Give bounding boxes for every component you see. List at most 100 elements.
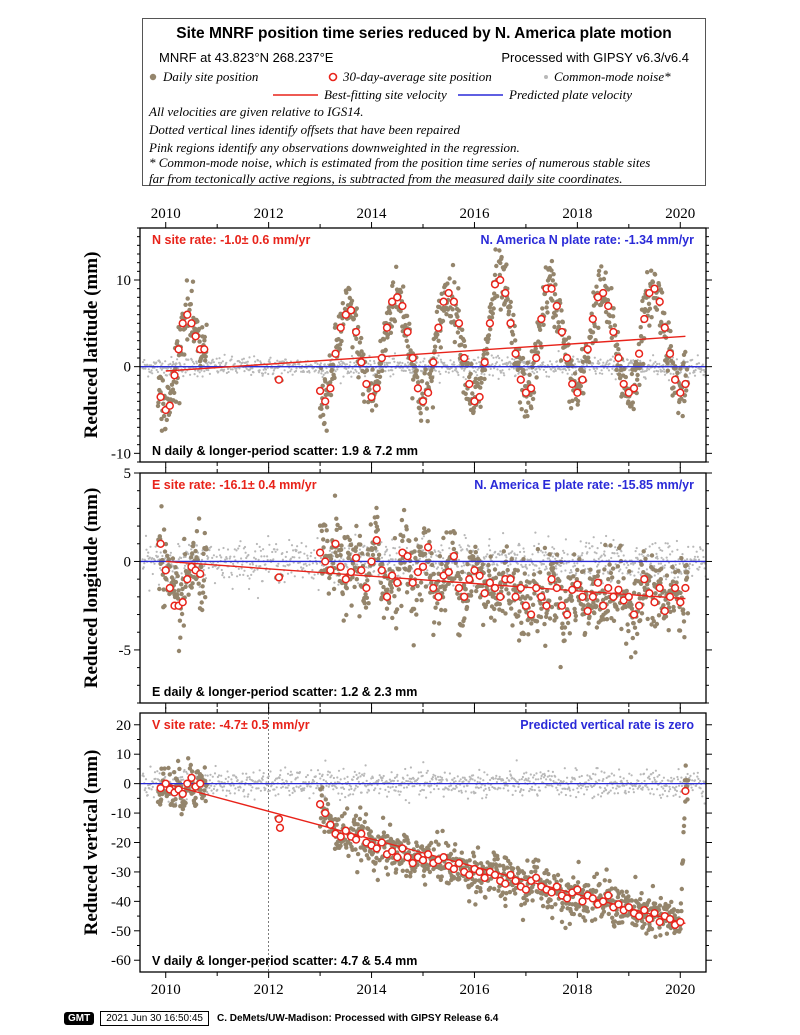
- cm-point: [340, 360, 343, 363]
- cm-point: [311, 778, 314, 782]
- cm-point: [388, 361, 391, 364]
- daily-point: [549, 604, 555, 610]
- cm-point: [281, 552, 284, 555]
- cm-point: [561, 371, 564, 374]
- daily-point: [506, 591, 511, 596]
- cm-point: [339, 778, 342, 781]
- daily-point: [359, 551, 365, 556]
- daily-point: [557, 578, 562, 584]
- daily-point: [566, 335, 572, 340]
- daily-point: [419, 598, 424, 603]
- cm-point: [686, 573, 689, 577]
- avg-point: [490, 583, 500, 593]
- cm-point: [278, 776, 281, 780]
- daily-point: [574, 577, 579, 582]
- cm-point: [570, 571, 573, 574]
- daily-point: [444, 530, 449, 535]
- cm-point: [183, 567, 186, 570]
- cm-point: [442, 795, 445, 798]
- cm-point: [275, 543, 278, 546]
- cm-point: [315, 562, 318, 565]
- cm-point: [441, 778, 444, 781]
- cm-point: [553, 547, 556, 550]
- daily-point: [651, 619, 656, 624]
- cm-point: [694, 558, 697, 561]
- cm-point: [498, 777, 501, 781]
- cm-point: [597, 557, 600, 561]
- cm-point: [212, 787, 215, 791]
- cm-point: [279, 774, 282, 777]
- avg-point: [393, 293, 402, 302]
- cm-point: [444, 364, 447, 367]
- cm-point: [252, 371, 255, 374]
- daily-point: [638, 325, 643, 330]
- daily-point: [501, 570, 506, 575]
- cm-point: [646, 367, 649, 370]
- cm-point: [275, 786, 278, 789]
- cm-point: [251, 367, 254, 370]
- cm-point: [304, 781, 307, 784]
- avg-point: [516, 583, 525, 593]
- cm-point: [153, 771, 157, 774]
- cm-point: [457, 790, 461, 793]
- cm-point: [456, 775, 459, 778]
- cm-point: [357, 582, 360, 585]
- avg-point: [619, 379, 628, 389]
- cm-point: [160, 364, 163, 367]
- cm-point: [211, 565, 214, 569]
- cm-point: [498, 357, 501, 360]
- cm-point: [237, 786, 240, 789]
- cm-point: [232, 562, 235, 565]
- daily-point: [383, 347, 388, 353]
- cm-point: [314, 369, 317, 372]
- daily-point: [679, 556, 684, 561]
- daily-point: [411, 377, 416, 382]
- daily-point: [531, 572, 537, 577]
- cm-point: [559, 368, 562, 371]
- daily-point: [201, 551, 206, 556]
- cm-point: [673, 576, 676, 579]
- cm-point: [360, 791, 363, 794]
- cm-point: [471, 778, 474, 781]
- cm-point: [144, 534, 148, 538]
- cm-point: [272, 369, 275, 372]
- daily-point: [595, 598, 600, 603]
- cm-point: [305, 363, 308, 366]
- daily-point: [441, 308, 447, 313]
- daily-point: [349, 603, 354, 608]
- cm-point: [269, 770, 272, 773]
- cm-point: [661, 549, 664, 552]
- cm-point: [341, 786, 344, 789]
- avg-point: [465, 575, 474, 584]
- daily-point: [468, 371, 473, 377]
- cm-point: [302, 563, 305, 566]
- cm-point: [402, 777, 405, 780]
- daily-point: [596, 325, 601, 330]
- daily-point: [181, 623, 186, 628]
- avg-point: [321, 557, 330, 566]
- cm-point: [286, 772, 290, 775]
- cm-point: [390, 771, 393, 774]
- cm-point: [393, 360, 396, 363]
- cm-point: [417, 771, 420, 774]
- daily-point: [569, 598, 575, 603]
- cm-point: [255, 542, 258, 546]
- daily-point: [643, 556, 648, 561]
- cm-point: [435, 357, 438, 360]
- cm-point: [225, 371, 228, 375]
- cm-point: [177, 542, 180, 546]
- avg-point: [480, 358, 489, 367]
- daily-point: [385, 587, 390, 592]
- cm-point: [551, 785, 554, 788]
- cm-point: [155, 361, 158, 364]
- cm-point: [408, 801, 411, 805]
- daily-point: [423, 367, 428, 372]
- daily-point: [324, 428, 329, 433]
- panel-v: 2010 2012 2014 2016 2018 2020-60-50-40-30-20-…: [81, 707, 712, 998]
- daily-point: [474, 588, 479, 594]
- cm-point: [291, 373, 294, 376]
- daily-point: [586, 621, 591, 626]
- cm-point: [244, 551, 247, 554]
- daily-point: [360, 392, 366, 397]
- daily-point: [473, 376, 478, 381]
